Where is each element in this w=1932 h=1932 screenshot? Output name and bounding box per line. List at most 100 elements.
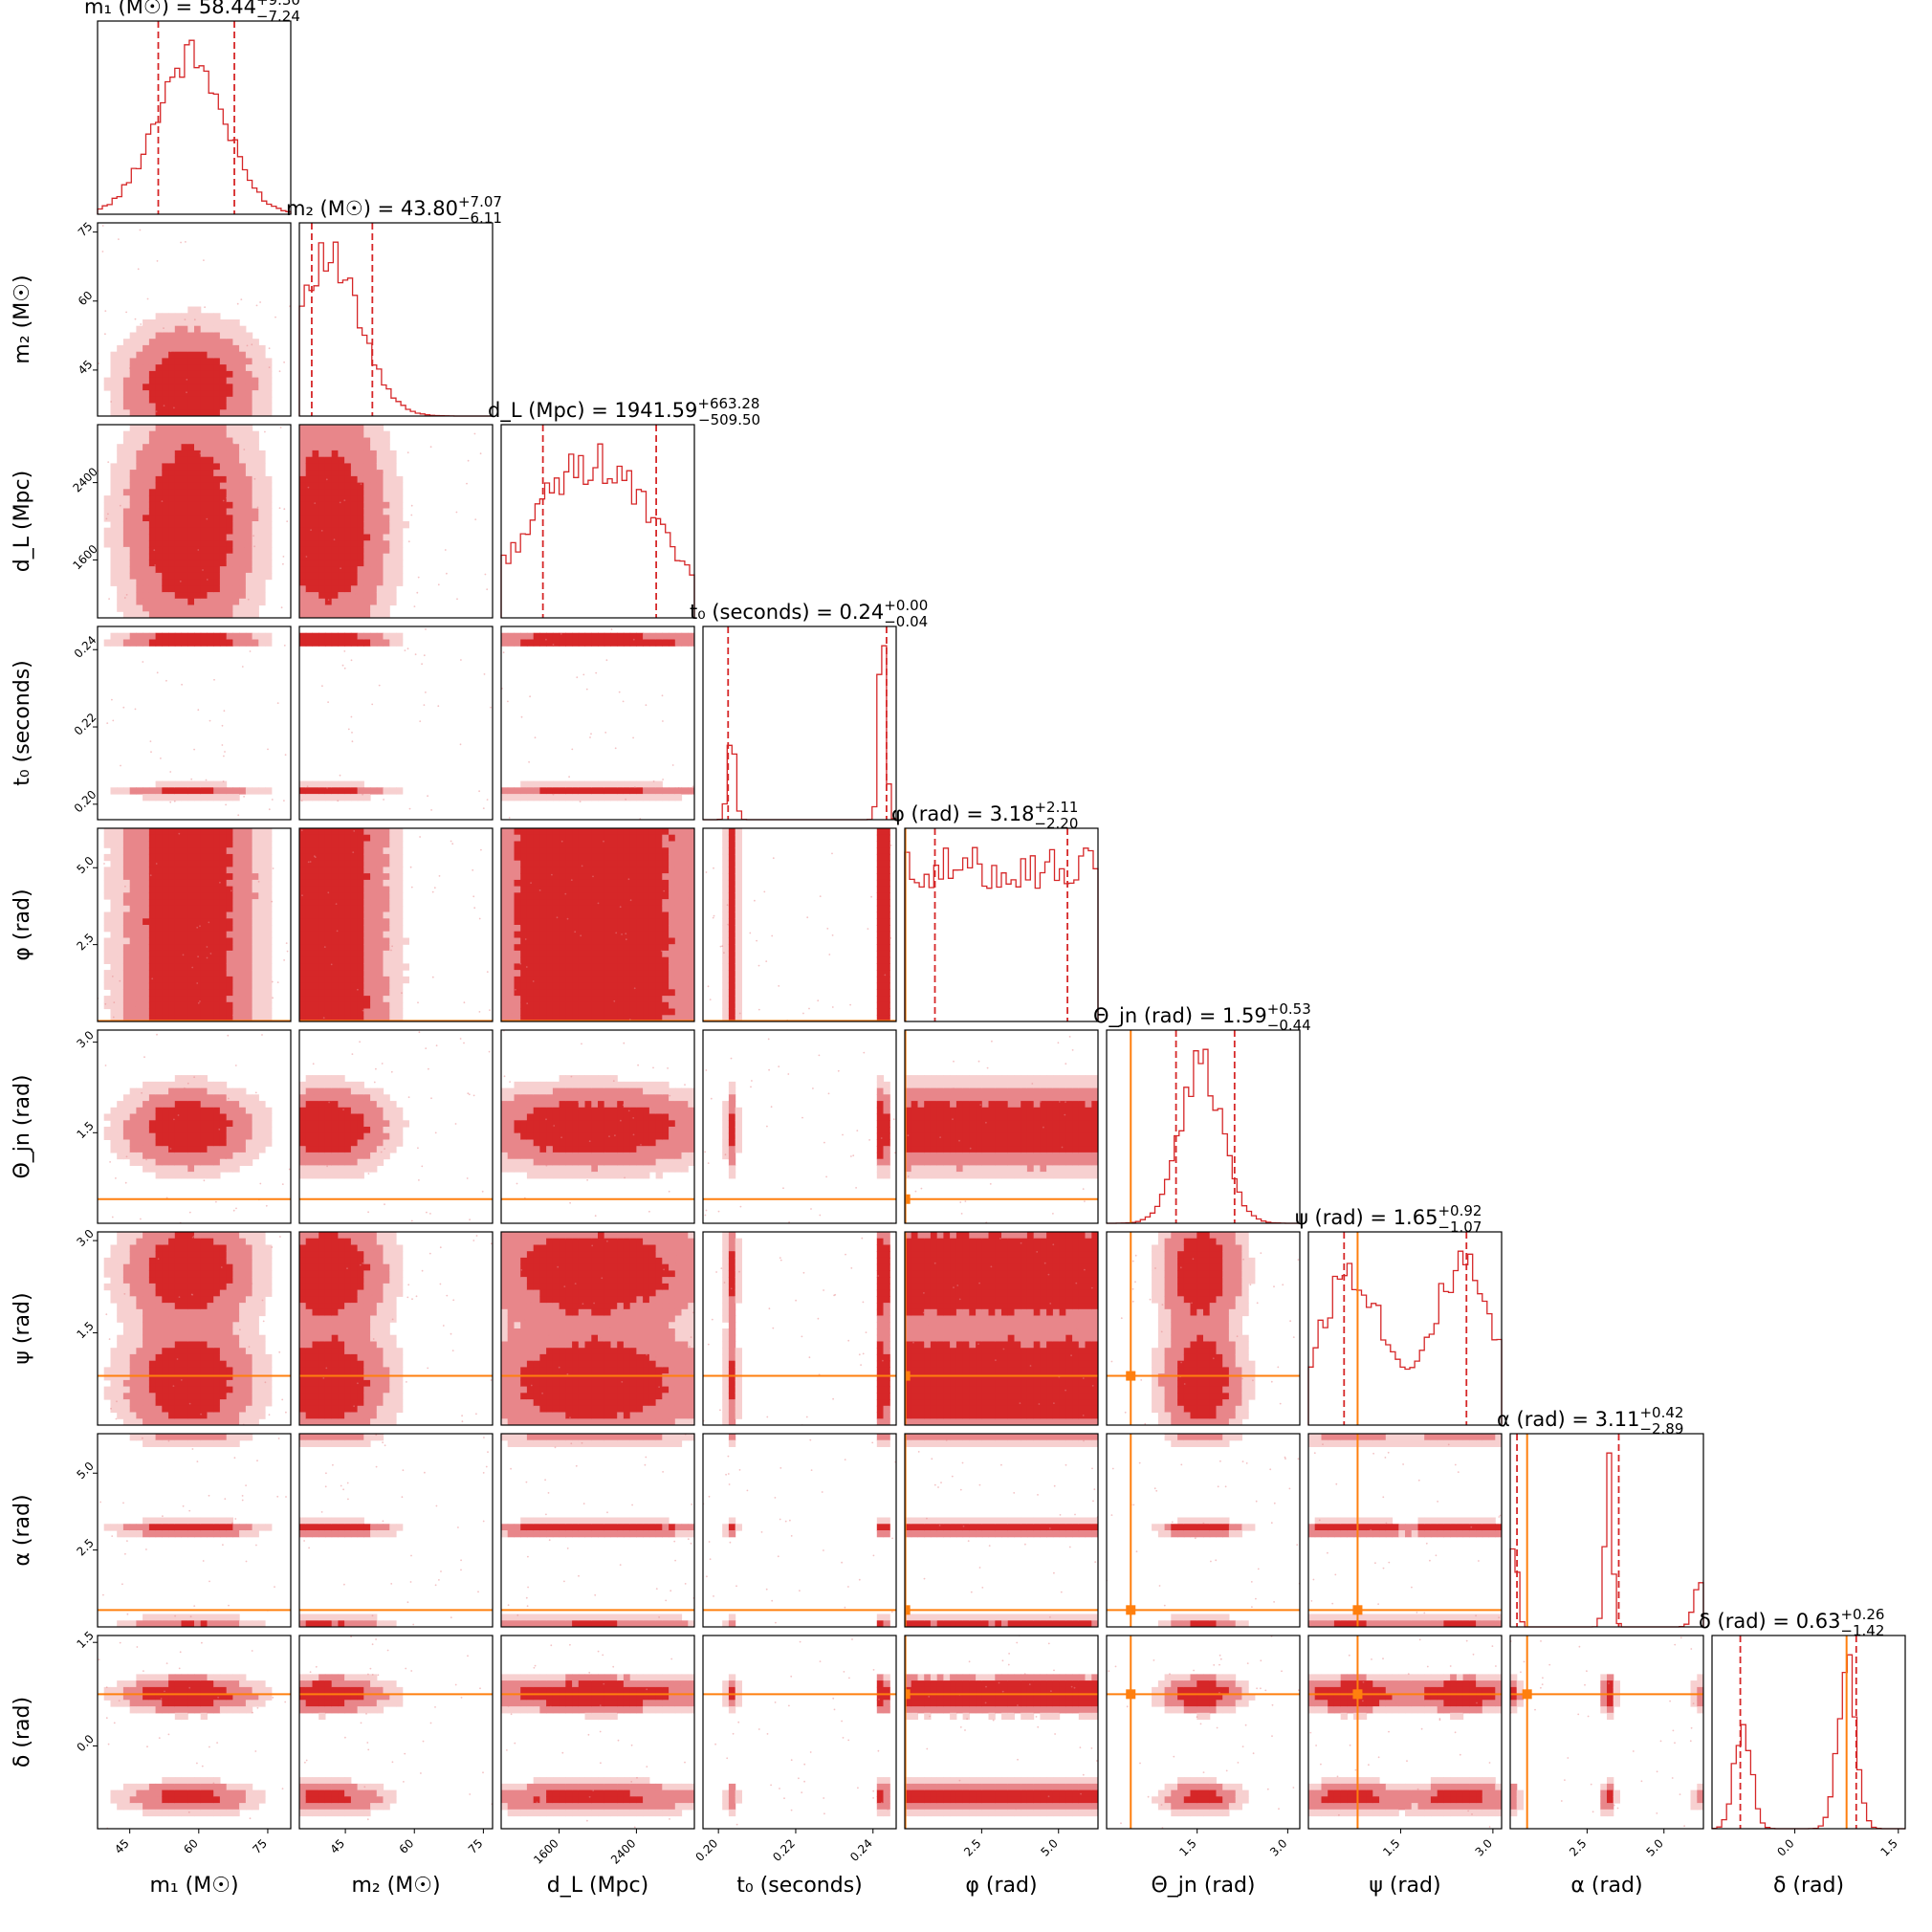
hist-panel-delta: δ (rad) = 0.63+0.26 −1.42 (1699, 1606, 1906, 1830)
title-psi: ψ (rad) = 1.65+0.92 −1.07 (1295, 1202, 1482, 1236)
y-tick-label-alpha: 2.5 (74, 1536, 96, 1558)
panel-frame (702, 626, 897, 821)
panel-frame (500, 1635, 695, 1830)
panel-frame (298, 222, 494, 417)
panel-m2-alpha (299, 1434, 493, 1627)
x-axis-label-m1: m₁ (M☉) (149, 1874, 238, 1898)
hist-panel-psi: ψ (rad) = 1.65+0.92 −1.07 (1295, 1202, 1503, 1426)
x-tick-label-m2: 45 (328, 1836, 348, 1856)
hist-panel-dL: d_L (Mpc) = 1941.59+663.28 −509.50 (488, 395, 760, 619)
title-alpha: α (rad) = 3.11+0.42 −2.89 (1497, 1404, 1683, 1438)
y-tick-label-theta_jn: 1.5 (74, 1119, 96, 1141)
x-tick-label-alpha: 2.5 (1567, 1836, 1589, 1858)
y-tick-label-delta: 1.5 (74, 1629, 96, 1651)
panel-frame (97, 222, 292, 417)
panel-m1-dL (98, 425, 289, 618)
x-tick-label-dL: 2400 (608, 1836, 638, 1866)
x-axis-label-m2: m₂ (M☉) (351, 1874, 440, 1898)
hist-panel-m1: m₁ (M☉) = 58.44+9.30 −7.24 (84, 0, 300, 215)
y-tick-label-psi: 3.0 (74, 1227, 96, 1249)
hist-panel-m2: m₂ (M☉) = 43.80+7.07 −6.11 (286, 193, 502, 417)
title-phi: φ (rad) = 3.18+2.11 −2.20 (891, 799, 1078, 832)
panel-frame (500, 424, 695, 619)
panel-frame (904, 1635, 1099, 1830)
histogram-theta_jn (1107, 1048, 1300, 1224)
panel-frame (500, 1433, 695, 1628)
panel-m2-theta_jn (299, 1031, 493, 1222)
histogram-psi (1307, 1250, 1503, 1425)
panel-frame (97, 827, 292, 1022)
hist-panel-t0: t₀ (seconds) = 0.24+0.00 −0.04 (690, 597, 928, 821)
panel-frame (500, 626, 695, 821)
panel-dL-alpha (501, 1434, 694, 1627)
panel-dL-theta_jn (501, 1030, 694, 1218)
y-axis-label-theta_jn: Θ_jn (rad) (11, 1074, 34, 1178)
truth-marker (1352, 1605, 1363, 1615)
histogram-m2 (298, 241, 493, 417)
panel-frame (1509, 1635, 1704, 1830)
x-axis-label-theta_jn: Θ_jn (rad) (1151, 1874, 1255, 1898)
x-axis-label-delta: δ (rad) (1773, 1874, 1844, 1898)
y-axis-label-m2: m₂ (M☉) (11, 274, 34, 363)
hist-panel-alpha: α (rad) = 3.11+0.42 −2.89 (1497, 1404, 1704, 1628)
panel-dL-phi (501, 828, 694, 1021)
y-tick-label-m2: 45 (76, 358, 96, 378)
panel-frame (702, 1231, 897, 1426)
y-axis-label-psi: ψ (rad) (11, 1292, 34, 1364)
y-axis-label-dL: d_L (Mpc) (11, 471, 34, 572)
panel-theta_jn-delta (1107, 1636, 1300, 1829)
panel-m2-psi (299, 1232, 493, 1425)
panel-frame (1307, 1635, 1503, 1830)
x-axis-label-phi: φ (rad) (965, 1874, 1037, 1898)
panel-m2-delta (299, 1636, 493, 1821)
y-axis-label-phi: φ (rad) (11, 889, 34, 960)
truth-marker (905, 1605, 911, 1615)
x-tick-label-m1: 60 (181, 1836, 201, 1856)
x-tick-label-t0: 0.20 (692, 1836, 720, 1864)
panel-phi-theta_jn (905, 1030, 1098, 1223)
panel-m1-alpha (98, 1434, 291, 1627)
panel-t0-alpha (703, 1434, 896, 1627)
panel-t0-phi (703, 828, 896, 1021)
y-axis-label-alpha: α (rad) (11, 1494, 34, 1566)
panel-frame (298, 424, 494, 619)
panel-t0-delta (703, 1638, 896, 1826)
x-tick-label-t0: 0.24 (847, 1836, 875, 1864)
x-tick-label-phi: 5.0 (1038, 1836, 1060, 1858)
panel-frame (904, 1231, 1099, 1426)
panel-m1-delta (98, 1641, 291, 1829)
x-tick-label-m1: 75 (250, 1836, 270, 1856)
y-tick-label-alpha: 5.0 (74, 1460, 96, 1482)
x-tick-label-m1: 45 (112, 1836, 132, 1856)
x-tick-label-psi: 3.0 (1473, 1836, 1495, 1858)
panel-frame (298, 626, 494, 821)
panel-dL-t0 (501, 628, 694, 820)
panel-frame (97, 424, 292, 619)
panel-frame (298, 1231, 494, 1426)
x-tick-label-delta: 1.5 (1878, 1836, 1900, 1858)
x-tick-label-t0: 0.22 (770, 1836, 798, 1864)
y-tick-label-theta_jn: 3.0 (74, 1028, 96, 1050)
y-tick-label-m2: 75 (76, 219, 96, 239)
title-delta: δ (rad) = 0.63+0.26 −1.42 (1699, 1606, 1884, 1639)
title-theta_jn: Θ_jn (rad) = 1.59+0.53 −0.44 (1093, 1000, 1311, 1034)
y-tick-label-phi: 5.0 (74, 854, 96, 876)
panel-frame (97, 1433, 292, 1628)
panel-frame (1106, 1635, 1301, 1830)
panel-frame (97, 1231, 292, 1426)
panel-t0-psi (703, 1232, 896, 1425)
y-tick-label-psi: 1.5 (74, 1319, 96, 1341)
x-tick-label-alpha: 5.0 (1643, 1836, 1665, 1858)
panel-m1-phi (98, 828, 291, 1021)
y-tick-label-phi: 2.5 (74, 931, 96, 953)
x-tick-label-delta: 0.0 (1774, 1836, 1796, 1858)
y-axis-label-t0: t₀ (seconds) (11, 660, 34, 786)
panel-theta_jn-alpha (1107, 1434, 1300, 1627)
panel-frame (702, 827, 897, 1022)
panel-frame (1711, 1635, 1906, 1830)
x-tick-label-theta_jn: 1.5 (1176, 1836, 1198, 1858)
panel-frame (702, 1433, 897, 1628)
histogram-dL (500, 443, 695, 618)
panel-frame (1509, 1433, 1704, 1628)
panel-t0-theta_jn (703, 1038, 896, 1223)
